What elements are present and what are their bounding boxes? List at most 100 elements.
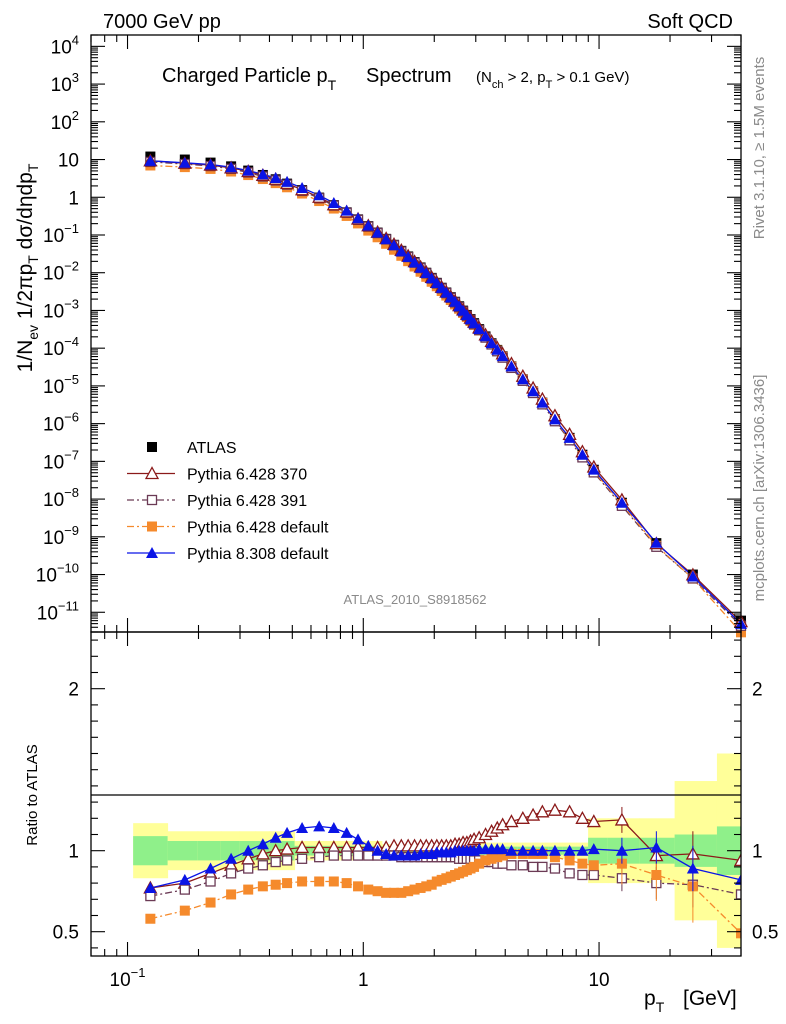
y-tick-exponent: −5 bbox=[64, 372, 79, 387]
y-tick-label: 1 bbox=[68, 188, 79, 209]
ratio-point-1 bbox=[547, 802, 563, 816]
ratio-point-3 bbox=[257, 881, 268, 892]
x-tick-label: 1 bbox=[358, 970, 369, 991]
legend-marker-3 bbox=[147, 521, 157, 532]
ratio-point-3 bbox=[270, 879, 281, 890]
y-tick-label: 10−5 bbox=[43, 372, 79, 398]
ratio-point-4 bbox=[527, 844, 540, 856]
ratio-point-3 bbox=[381, 887, 392, 898]
xlabel-sub: T bbox=[656, 999, 665, 1015]
ratio-point-2 bbox=[179, 884, 190, 895]
ratio-point-4 bbox=[380, 847, 393, 859]
ratio-point-2 bbox=[517, 860, 528, 871]
y-tick-label: 10−11 bbox=[37, 598, 79, 624]
xlabel-main: p bbox=[644, 987, 656, 1010]
y-tick-exponent: −7 bbox=[64, 447, 79, 462]
x-tick-label: 10−1 bbox=[110, 965, 146, 991]
y-tick-exponent: 4 bbox=[72, 32, 79, 47]
ratio-point-2 bbox=[328, 850, 339, 861]
ratio-point-3 bbox=[492, 852, 503, 863]
ratio-point-1 bbox=[294, 840, 310, 854]
legend-marker-4 bbox=[146, 547, 158, 558]
main-point-4 bbox=[587, 463, 600, 475]
ratio-point-2 bbox=[588, 869, 599, 881]
main-point-4 bbox=[371, 226, 384, 238]
title-spectrum: Spectrum bbox=[366, 65, 452, 87]
y-tick-exponent: 2 bbox=[72, 108, 79, 123]
ratio-point-4 bbox=[516, 844, 529, 856]
svg-text:1/Nev 1/2πpT dσ/dηdpT: 1/Nev 1/2πpT dσ/dηdpT bbox=[14, 163, 41, 372]
y-tick-exponent: −4 bbox=[64, 334, 79, 349]
main-point-4 bbox=[615, 496, 628, 508]
main-point-4 bbox=[505, 360, 518, 372]
ratio-point-3 bbox=[145, 913, 156, 924]
main-point-4 bbox=[468, 317, 481, 329]
x-tick-label: 10 bbox=[588, 970, 609, 991]
main-point-4 bbox=[340, 204, 353, 216]
y-tick-exponent: −2 bbox=[64, 259, 79, 274]
main-point-4 bbox=[296, 181, 309, 193]
y-tick-exponent: 3 bbox=[72, 70, 79, 85]
title-main: Charged Particle p bbox=[162, 65, 328, 87]
ratio-point-2 bbox=[281, 855, 293, 866]
ratio-point-3 bbox=[421, 881, 432, 892]
ratio-tick-label-right: 2 bbox=[752, 680, 763, 701]
ratio-point-1 bbox=[279, 841, 295, 855]
header-left: 7000 GeV pp bbox=[103, 11, 221, 33]
ratio-point-2 bbox=[506, 860, 517, 871]
ratio-point-4 bbox=[615, 844, 628, 856]
main-point-4 bbox=[281, 175, 294, 187]
ratio-point-3 bbox=[474, 858, 485, 869]
ratio-point-2 bbox=[352, 850, 364, 861]
main-point-4 bbox=[402, 250, 415, 262]
ratio-point-4 bbox=[281, 826, 294, 838]
y-tick-label: 10−4 bbox=[43, 334, 79, 360]
ratio-point-2 bbox=[243, 863, 254, 874]
y-tick-label: 10−1 bbox=[43, 221, 79, 247]
ratio-point-4 bbox=[269, 831, 282, 843]
main-point-4 bbox=[425, 272, 438, 284]
ratio-point-4 bbox=[650, 841, 663, 853]
ratio-point-2 bbox=[564, 868, 575, 879]
ratio-point-4 bbox=[225, 852, 238, 864]
ratio-point-2 bbox=[205, 876, 216, 887]
ratio-point-4 bbox=[686, 862, 699, 874]
ratio-point-3 bbox=[736, 928, 741, 939]
ratio-point-3 bbox=[588, 860, 599, 871]
ratio-point-3 bbox=[564, 855, 575, 866]
ratio-point-3 bbox=[341, 878, 352, 889]
ratio-point-3 bbox=[409, 884, 420, 895]
ratio-point-2 bbox=[363, 850, 374, 861]
y-tick-label: 10−10 bbox=[36, 561, 79, 587]
main-point-4 bbox=[178, 156, 191, 168]
legend-marker-1 bbox=[144, 466, 160, 480]
ratio-panel-series bbox=[143, 802, 741, 956]
main-point-4 bbox=[395, 245, 408, 257]
main-point-4 bbox=[516, 373, 529, 385]
legend-label-4: Pythia 8.308 default bbox=[187, 546, 329, 563]
ratio-stat-band bbox=[588, 837, 609, 864]
ratio-point-3 bbox=[372, 886, 383, 897]
legend-marker-0 bbox=[147, 442, 157, 452]
ratio-point-2 bbox=[270, 856, 281, 868]
main-point-4 bbox=[269, 172, 282, 184]
ratio-axis-label: Ratio to ATLAS bbox=[24, 744, 41, 845]
main-point-4 bbox=[388, 239, 401, 251]
ratio-point-1 bbox=[575, 810, 590, 824]
main-point-4 bbox=[352, 212, 365, 224]
main-point-4 bbox=[362, 219, 375, 231]
ratio-point-1 bbox=[268, 843, 283, 857]
ratio-point-2 bbox=[225, 868, 237, 879]
title-sub: T bbox=[328, 77, 337, 93]
rivet-version: Rivet 3.1.10, ≥ 1.5M events bbox=[751, 57, 768, 240]
main-point-4 bbox=[313, 189, 326, 201]
main-point-4 bbox=[144, 154, 157, 166]
ratio-point-3 bbox=[549, 852, 560, 863]
y-tick-exponent: −1 bbox=[64, 221, 79, 236]
ratio-point-4 bbox=[587, 843, 600, 855]
ratio-tick-label: 1 bbox=[68, 842, 79, 863]
ratio-point-4 bbox=[256, 838, 269, 850]
legend-marker-2 bbox=[146, 494, 158, 506]
ratio-point-4 bbox=[144, 881, 157, 893]
ratio-point-1 bbox=[535, 804, 550, 818]
